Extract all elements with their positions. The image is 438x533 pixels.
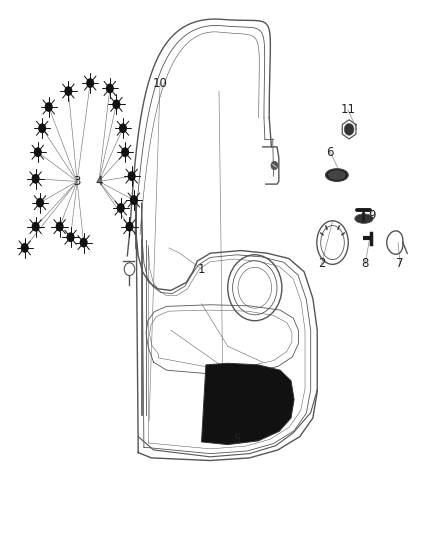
Circle shape — [56, 222, 64, 231]
Text: 9: 9 — [368, 209, 375, 222]
Ellipse shape — [355, 214, 373, 223]
Text: 6: 6 — [327, 146, 334, 159]
Circle shape — [125, 222, 134, 231]
Text: 4: 4 — [95, 175, 102, 188]
Text: 5: 5 — [233, 433, 240, 446]
Circle shape — [106, 84, 114, 93]
Text: 1: 1 — [198, 263, 205, 276]
Circle shape — [34, 147, 42, 157]
Circle shape — [80, 238, 88, 247]
Circle shape — [119, 123, 127, 133]
Circle shape — [45, 102, 53, 112]
Text: 3: 3 — [74, 175, 81, 188]
Circle shape — [67, 232, 74, 242]
Circle shape — [271, 161, 278, 169]
Circle shape — [127, 171, 136, 181]
Circle shape — [121, 147, 129, 157]
Text: 11: 11 — [340, 103, 355, 116]
Ellipse shape — [328, 171, 345, 179]
Circle shape — [32, 222, 40, 231]
Circle shape — [113, 100, 120, 109]
Polygon shape — [201, 364, 294, 445]
Text: 8: 8 — [362, 257, 369, 270]
Text: 10: 10 — [152, 77, 167, 90]
Text: 2: 2 — [318, 257, 325, 270]
Circle shape — [64, 86, 72, 96]
Ellipse shape — [325, 168, 348, 181]
Circle shape — [32, 174, 40, 184]
Circle shape — [86, 78, 94, 88]
Circle shape — [344, 124, 354, 135]
Circle shape — [117, 203, 125, 213]
Circle shape — [21, 243, 29, 253]
Circle shape — [38, 123, 46, 133]
Circle shape — [130, 195, 138, 205]
Text: 7: 7 — [396, 257, 404, 270]
Circle shape — [36, 198, 44, 208]
